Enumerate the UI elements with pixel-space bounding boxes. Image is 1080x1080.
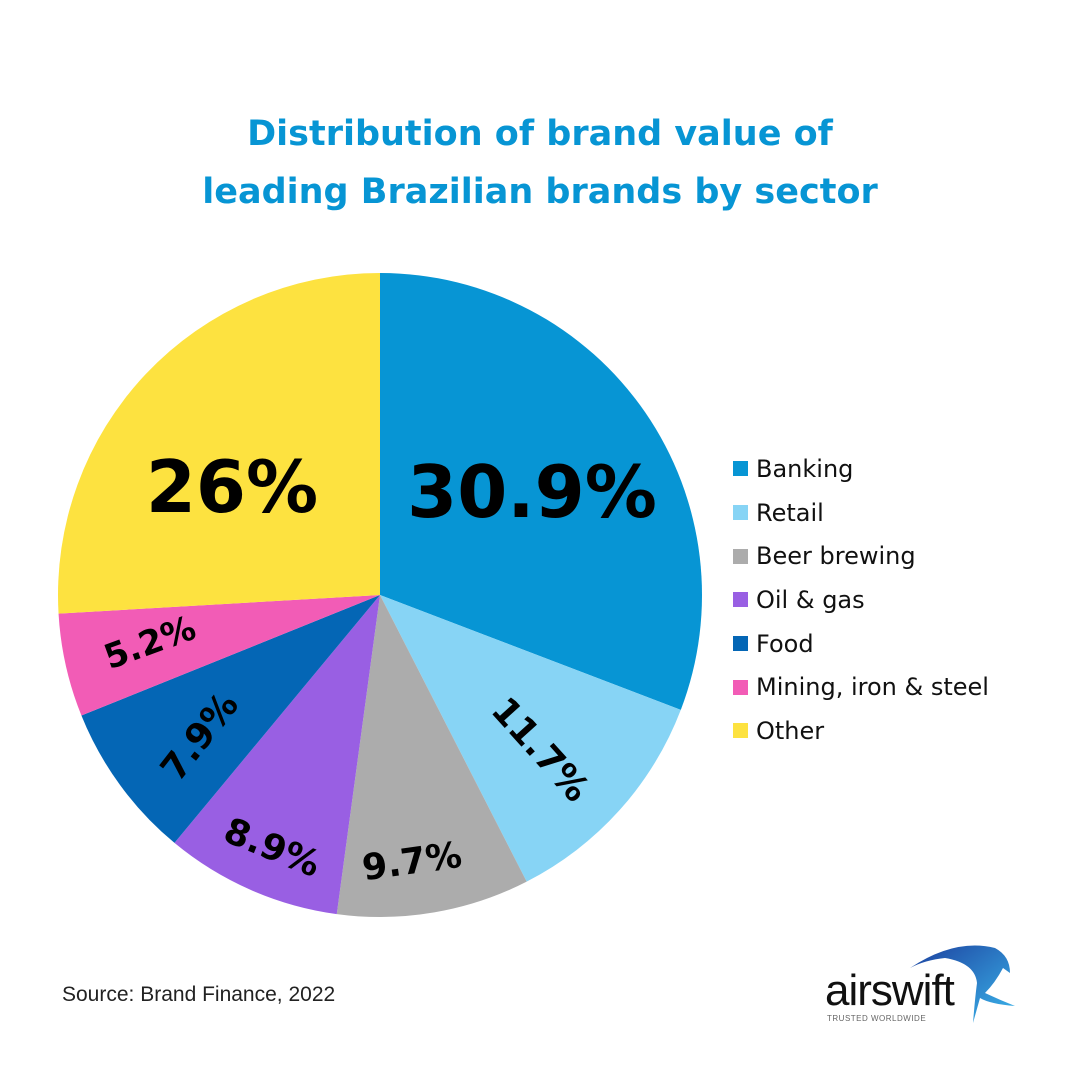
legend-swatch	[733, 636, 748, 652]
pie-slice-mining-iron-steel	[58, 595, 381, 716]
pie-slice-retail	[380, 595, 681, 882]
pie-slice-food	[81, 595, 381, 843]
pie-slice-beer-brewing	[336, 595, 527, 917]
slice-label: 26%	[146, 445, 318, 529]
legend-label: Other	[756, 716, 825, 745]
legend-swatch	[733, 723, 748, 739]
legend-swatch	[733, 592, 748, 608]
legend-item: Beer brewing	[733, 534, 989, 578]
legend-label: Beer brewing	[756, 542, 916, 571]
legend-swatch	[733, 461, 748, 477]
legend-item: Banking	[733, 447, 989, 491]
source-note: Source: Brand Finance, 2022	[62, 983, 336, 1006]
legend-swatch	[733, 505, 748, 521]
pie-slice-banking	[380, 273, 702, 710]
chart-title: Distribution of brand value of leading B…	[0, 105, 1080, 221]
logo-tagline: TRUSTED WORLDWIDE	[827, 1014, 927, 1023]
legend-label: Banking	[756, 454, 854, 483]
pie-slice-other	[58, 273, 380, 614]
airswift-logo: airswift TRUSTED WORLDWIDE	[825, 938, 1025, 1028]
legend-item: Food	[733, 622, 989, 666]
legend-label: Food	[756, 629, 814, 658]
legend-item: Retail	[733, 491, 989, 535]
title-line-1: Distribution of brand value of	[247, 114, 833, 154]
legend-item: Mining, iron & steel	[733, 665, 989, 709]
swift-bird-icon	[910, 945, 1015, 1023]
legend-label: Mining, iron & steel	[756, 673, 989, 702]
legend-label: Oil & gas	[756, 585, 865, 614]
pie-slice-oil-gas	[174, 595, 380, 915]
legend-swatch	[733, 679, 748, 695]
slice-label: 30.9%	[407, 450, 657, 534]
legend-item: Other	[733, 709, 989, 753]
title-line-2: leading Brazilian brands by sector	[202, 172, 878, 212]
legend: Banking Retail Beer brewing Oil & gas Food Mi…	[733, 447, 989, 753]
legend-item: Oil & gas	[733, 578, 989, 622]
legend-label: Retail	[756, 498, 824, 527]
legend-swatch	[733, 548, 748, 564]
logo-wordmark: airswift	[825, 966, 955, 1015]
